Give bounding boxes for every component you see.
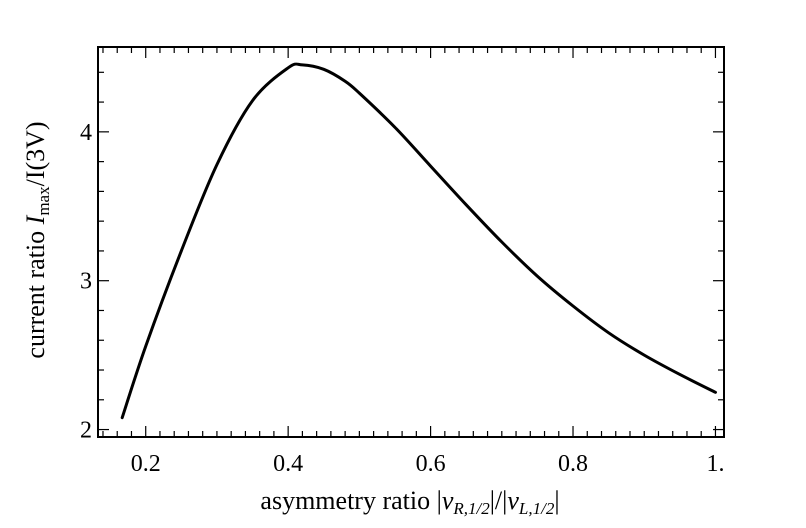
- y-axis-label-suffix: /I(3V): [21, 121, 50, 186]
- x-axis-label-sub-left: L,1/2: [518, 499, 555, 518]
- y-axis-label-sub: max: [34, 186, 53, 216]
- tick-labels: 0.2 0.4 0.6 0.8 1. 2 3 4: [80, 120, 724, 477]
- x-tick-label: 0.8: [558, 451, 588, 477]
- x-axis-label-mid: |/|: [490, 486, 508, 515]
- y-tick-label: 4: [80, 120, 92, 146]
- x-tick-label: 0.2: [131, 451, 161, 477]
- plot-frame: [97, 46, 725, 438]
- data-line-series-1: [120, 62, 717, 420]
- y-axis-label: current ratio Imax/I(3V): [21, 121, 53, 358]
- x-axis-label: asymmetry ratio |νR,1/2|/|νL,1/2|: [260, 486, 559, 518]
- axis-ticks: [98, 47, 724, 437]
- y-tick-label: 2: [80, 418, 92, 444]
- x-axis-label-sub-right: R,1/2: [452, 499, 490, 518]
- y-tick-label: 3: [80, 269, 92, 295]
- x-axis-label-prefix: asymmetry ratio |: [260, 486, 441, 515]
- x-tick-label: 0.6: [416, 451, 446, 477]
- x-tick-label: 1.: [706, 451, 724, 477]
- x-tick-label: 0.4: [273, 451, 303, 477]
- x-axis-label-nu-right: ν: [442, 486, 454, 515]
- x-axis-label-suffix: |: [554, 486, 559, 515]
- x-axis-label-nu-left: ν: [507, 486, 519, 515]
- y-axis-label-var: I: [21, 214, 50, 225]
- y-axis-label-prefix: current ratio: [21, 224, 50, 358]
